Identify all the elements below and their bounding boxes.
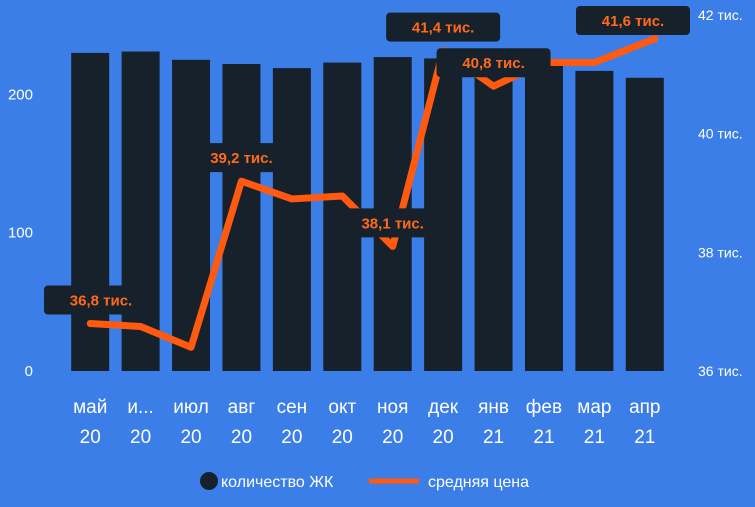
data-label-text: 41,6 тис. (602, 13, 664, 30)
left-axis: 0 100 200 (8, 86, 33, 380)
bar-9 (524, 63, 563, 371)
x-tick-year: 20 (281, 427, 302, 448)
data-label-text: 39,2 тис. (210, 150, 272, 167)
x-tick-label: ноя (377, 397, 408, 418)
right-tick-label: 36 тис. (698, 363, 743, 379)
bar-1 (121, 51, 160, 371)
x-tick-label: апр (629, 397, 660, 418)
data-label-text: 36,8 тис. (70, 293, 132, 310)
bar-8 (474, 61, 513, 371)
x-tick-label: окт (328, 397, 356, 418)
x-tick-year: 20 (433, 427, 454, 448)
right-axis: 36 тис. 38 тис. 40 тис. 42 тис. (698, 7, 743, 379)
right-tick-label: 42 тис. (698, 7, 743, 23)
x-tick-year: 20 (382, 427, 403, 448)
x-tick-label: фев (526, 397, 562, 418)
x-tick-year: 21 (483, 427, 504, 448)
data-label-8: 40,8 тис. (436, 48, 551, 78)
x-tick-year: 20 (180, 427, 201, 448)
left-tick-label: 100 (8, 225, 33, 242)
data-label-0: 36,8 тис. (44, 285, 158, 315)
x-axis: май 20 и... 20 июл 20 авг 20 сен 20 окт 20 ноя 20 дек 2… (73, 397, 660, 448)
x-tick-label: июл (173, 397, 209, 418)
x-tick-label: авг (228, 397, 256, 418)
legend-bar-label: количество ЖК (221, 474, 334, 491)
bar-10 (575, 70, 614, 371)
x-tick-year: 21 (533, 427, 554, 448)
x-tick-year: 20 (231, 427, 252, 448)
x-tick-label: сен (277, 397, 308, 418)
left-tick-label: 0 (25, 363, 33, 380)
x-tick-label: май (73, 397, 107, 418)
data-label-text: 41,4 тис. (412, 20, 474, 37)
x-tick-year: 20 (130, 427, 151, 448)
data-label-6: 38,1 тис. (335, 208, 450, 238)
bar-11 (625, 77, 664, 371)
legend: количество ЖК средняя цена (200, 472, 529, 491)
left-tick-label: 200 (8, 86, 33, 103)
x-tick-label: янв (478, 397, 509, 418)
data-label-7: 41,4 тис. (386, 12, 501, 42)
right-tick-label: 38 тис. (698, 244, 743, 260)
legend-line-label: средняя цена (428, 474, 529, 491)
x-tick-label: и... (127, 397, 153, 418)
x-tick-label: мар (577, 397, 611, 418)
data-label-text: 40,8 тис. (462, 55, 524, 72)
legend-bar-swatch (200, 472, 218, 490)
data-label-11: 41,6 тис. (576, 6, 690, 35)
x-tick-year: 20 (80, 427, 101, 448)
data-label-text: 38,1 тис. (361, 215, 423, 232)
bar-0 (71, 52, 110, 371)
x-tick-year: 20 (332, 427, 353, 448)
x-tick-year: 21 (584, 427, 605, 448)
x-tick-label: дек (428, 397, 459, 418)
data-label-3: 39,2 тис. (184, 143, 299, 173)
bar-2 (172, 59, 211, 371)
x-tick-year: 21 (634, 427, 655, 448)
right-tick-label: 40 тис. (698, 126, 743, 142)
bar-4 (272, 68, 311, 372)
data-labels-layer: 36,8 тис. 39,2 тис. 38,1 тис. 41,4 тис. 40,8… (44, 6, 690, 315)
